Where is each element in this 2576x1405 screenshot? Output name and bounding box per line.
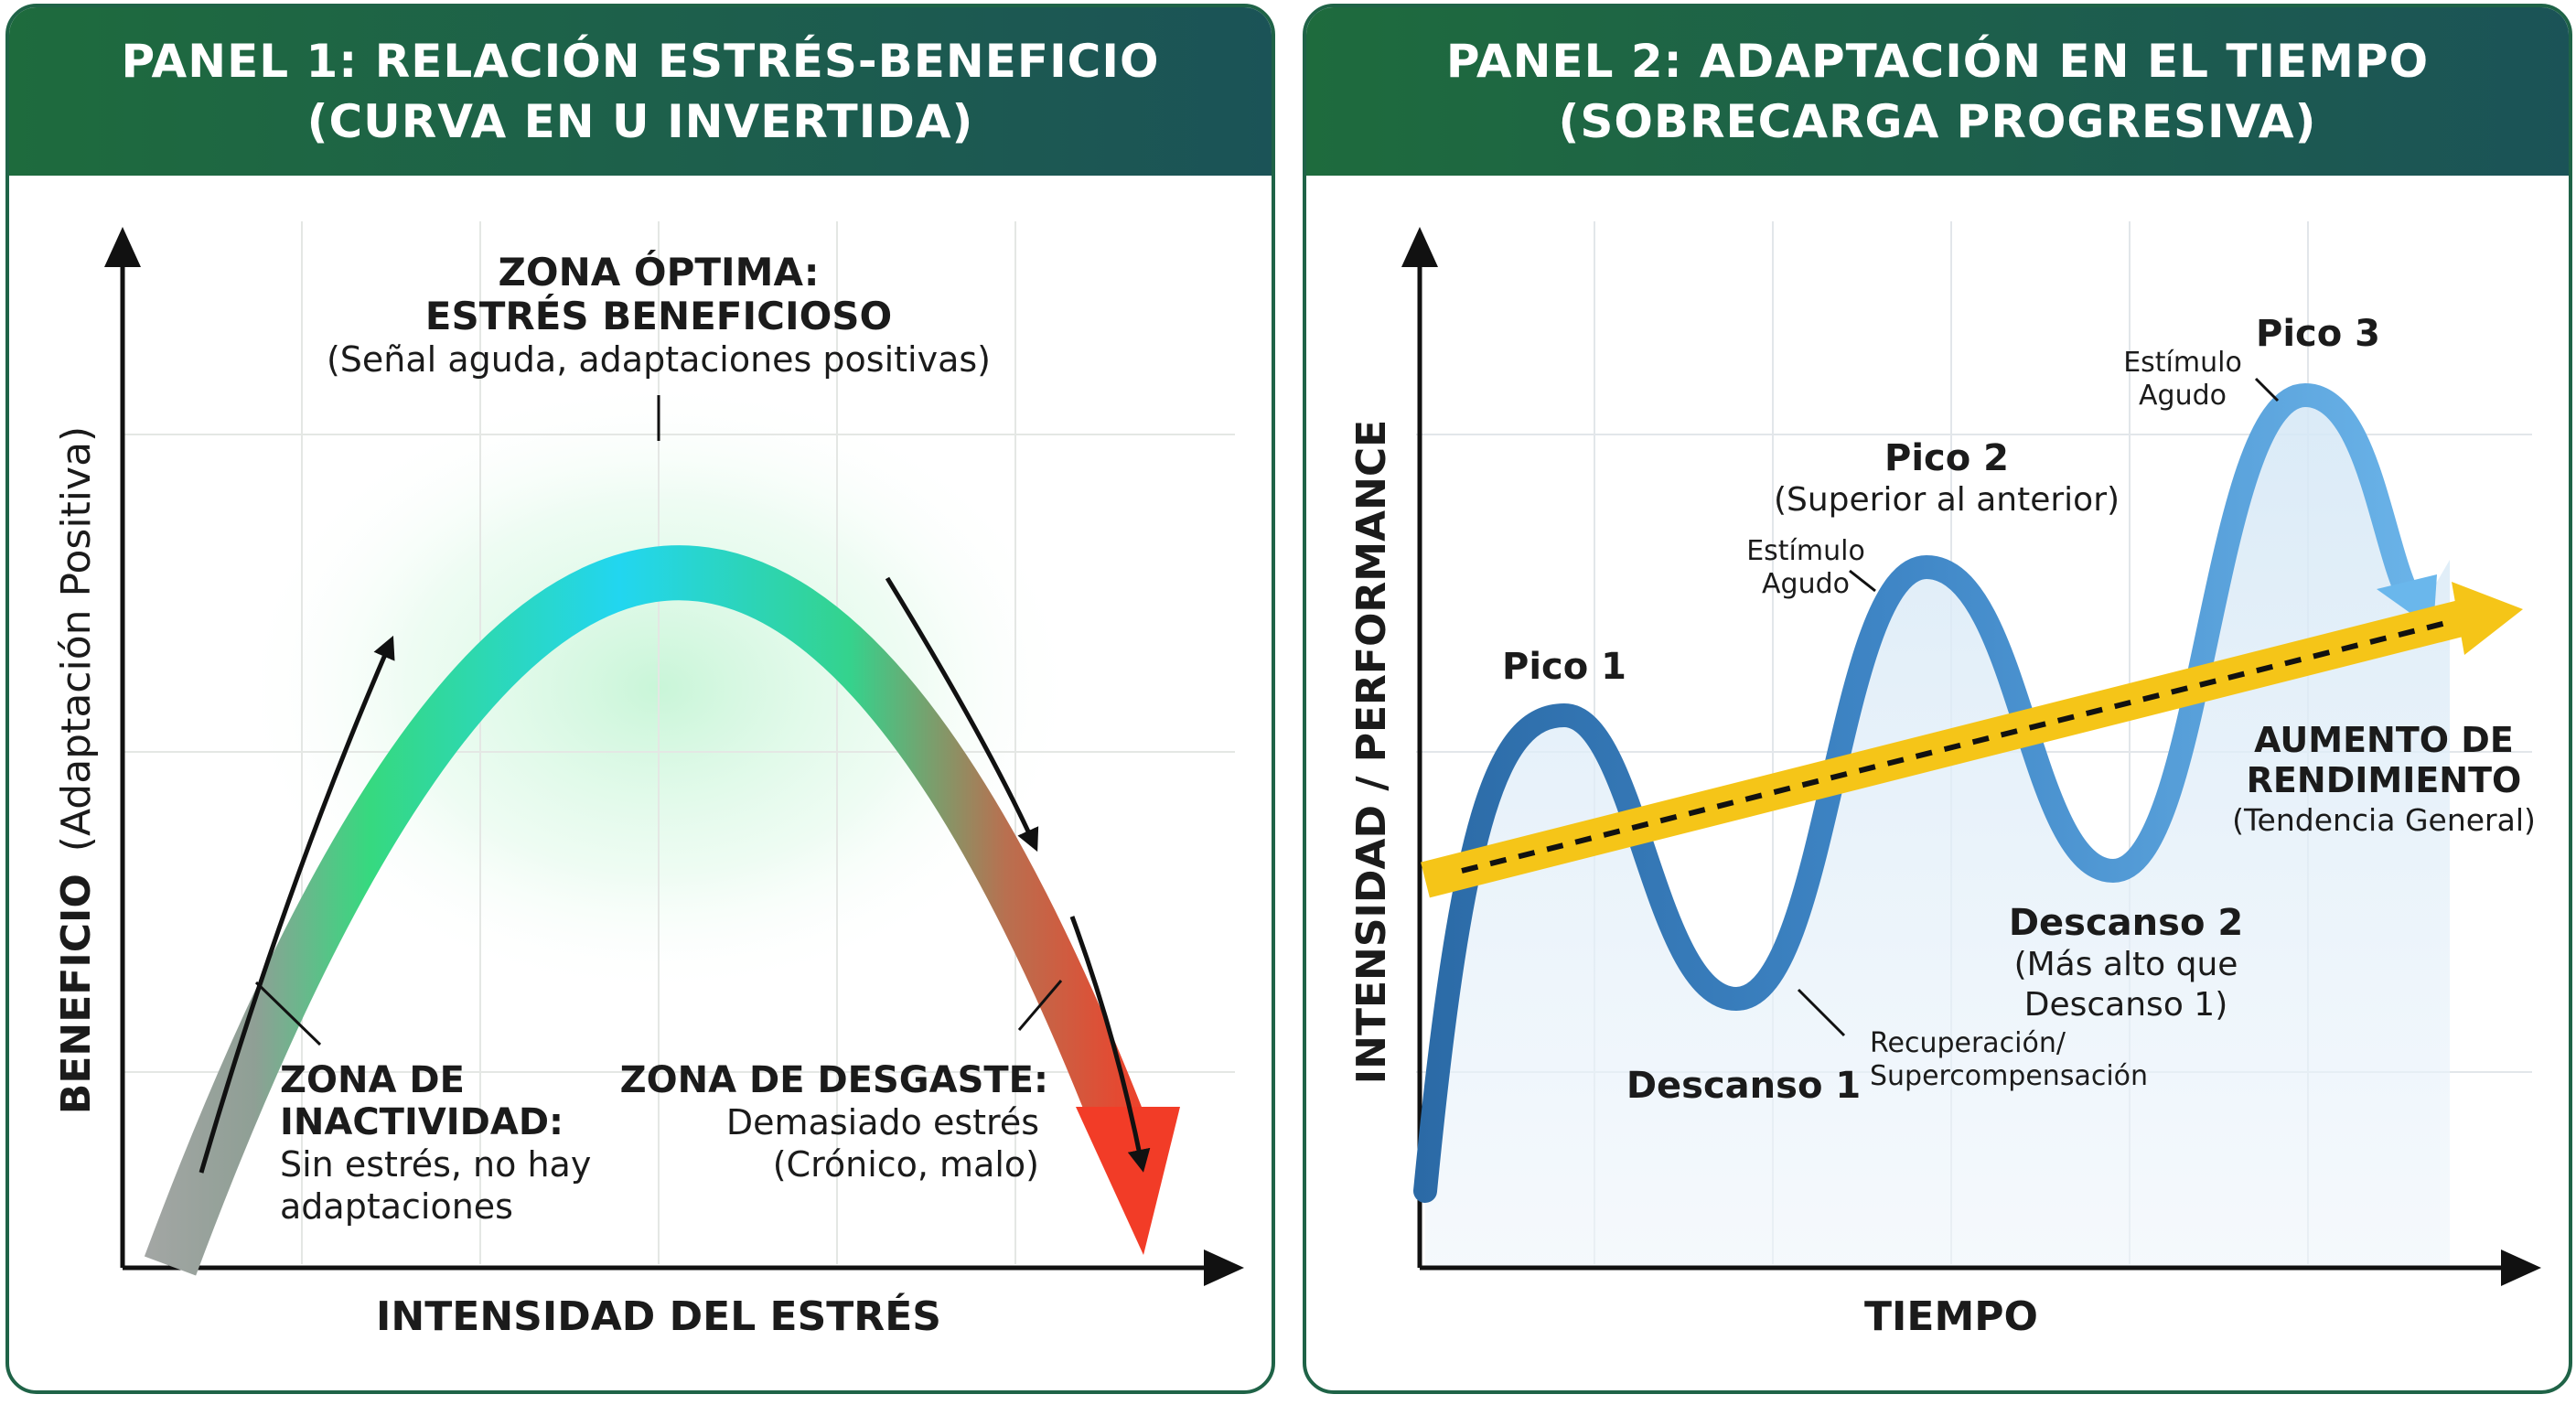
wear-leader-line	[1017, 980, 1063, 1031]
rise-arrow-icon	[199, 635, 395, 1174]
descanso2-sublabel-2: Descanso 1)	[2024, 986, 2227, 1024]
panel2-title-line1: PANEL 2: ADAPTACIÓN EN EL TIEMPO	[1445, 35, 2430, 88]
trend-arrow-head-icon	[2452, 582, 2523, 655]
pico1-label: Pico 1	[1502, 646, 1626, 688]
y-axis-title-bold: BENEFICIO	[53, 874, 100, 1114]
fall-arrow-icon-2	[1069, 916, 1151, 1173]
descanso2-sublabel-1: (Más alto que	[2014, 946, 2238, 983]
panel-adaptation-time: PANEL 2: ADAPTACIÓN EN EL TIEMPO (SOBREC…	[1303, 4, 2572, 1394]
pico2-label: Pico 2	[1884, 437, 2009, 479]
fall-arrow-icon-1	[885, 576, 1039, 853]
x-axis-arrow-icon	[2501, 1249, 2541, 1286]
y-axis-title: BENEFICIO (Adaptación Positiva)	[53, 426, 100, 1114]
wave-area-fill	[1425, 395, 2450, 1266]
trend-arrow	[1421, 582, 2523, 898]
panel1-header: PANEL 1: RELACIÓN ESTRÉS-BENEFICIO (CURV…	[9, 7, 1272, 176]
wear-zone-description-1: Demasiado estrés	[726, 1102, 1039, 1142]
panel2-title-line2: (SOBRECARGA PROGRESIVA)	[1558, 95, 2317, 148]
recuperacion-label-1: Recuperación/	[1870, 1027, 2066, 1059]
pico2-sublabel: (Superior al anterior)	[1774, 481, 2120, 519]
optimal-zone-title: ZONA ÓPTIMA:	[498, 249, 819, 295]
inverted-u-curve	[144, 545, 1143, 1276]
panel2-diagram: Pico 1 Pico 2 (Superior al anterior) Pic…	[1348, 221, 2541, 1340]
aumento-label-2: RENDIMIENTO	[2247, 760, 2522, 800]
descanso1-label: Descanso 1	[1626, 1065, 1861, 1107]
inactivity-leader-line	[254, 981, 322, 1046]
grid	[123, 221, 1235, 1264]
panel1-diagram: ZONA ÓPTIMA: ESTRÉS BENEFICIOSO (Señal a…	[53, 221, 1244, 1340]
y-axis-arrow-icon	[1401, 227, 1438, 267]
panel2-header: PANEL 2: ADAPTACIÓN EN EL TIEMPO (SOBREC…	[1306, 7, 2569, 176]
estimulo3-leader-line	[2254, 377, 2280, 402]
panel-stress-benefit: PANEL 1: RELACIÓN ESTRÉS-BENEFICIO (CURV…	[5, 4, 1275, 1394]
y-axis-arrow-icon	[104, 227, 141, 267]
recuperacion-label-2: Supercompensación	[1870, 1060, 2148, 1092]
estimulo2-label-1: Estímulo	[1746, 535, 1865, 567]
descanso2-label: Descanso 2	[2009, 902, 2243, 944]
aumento-label-1: AUMENTO DE	[2254, 720, 2514, 760]
wear-zone-description-2: (Crónico, malo)	[773, 1144, 1039, 1185]
inactivity-zone-title-1: ZONA DE	[280, 1059, 465, 1101]
y-axis-title-normal: (Adaptación Positiva)	[53, 426, 100, 852]
panel1-title-line2: (CURVA EN U INVERTIDA)	[306, 95, 974, 148]
inactivity-zone-description-2: adaptaciones	[280, 1186, 513, 1227]
trend-dashed-line	[1461, 619, 2451, 874]
estimulo3-label-1: Estímulo	[2123, 347, 2242, 379]
estimulo2-leader-line	[1849, 569, 1876, 593]
axes	[1401, 227, 2541, 1286]
estimulo3-label-2: Agudo	[2139, 380, 2227, 412]
x-axis-title: TIEMPO	[1864, 1293, 2038, 1340]
recuperacion-leader-line	[1797, 988, 1846, 1037]
pico3-label: Pico 3	[2256, 313, 2380, 355]
wear-zone-title: ZONA DE DESGASTE:	[620, 1059, 1048, 1101]
optimal-zone-description: (Señal aguda, adaptaciones positivas)	[327, 339, 991, 380]
y-axis-title: INTENSIDAD / PERFORMANCE	[1348, 420, 1395, 1085]
axes	[104, 227, 1244, 1286]
panel1-title-line1: PANEL 1: RELACIÓN ESTRÉS-BENEFICIO	[121, 35, 1160, 88]
inactivity-zone-description-1: Sin estrés, no hay	[280, 1144, 591, 1185]
x-axis-title: INTENSIDAD DEL ESTRÉS	[376, 1292, 941, 1340]
estimulo2-label-2: Agudo	[1762, 568, 1850, 600]
optimal-zone-subtitle: ESTRÉS BENEFICIOSO	[425, 293, 892, 338]
inactivity-zone-title-2: INACTIVIDAD:	[280, 1101, 564, 1143]
x-axis-arrow-icon	[1204, 1249, 1244, 1286]
curve-end-arrow-icon	[1076, 1107, 1180, 1255]
aumento-label-3: (Tendencia General)	[2232, 802, 2536, 838]
performance-wave	[1413, 382, 2420, 1203]
